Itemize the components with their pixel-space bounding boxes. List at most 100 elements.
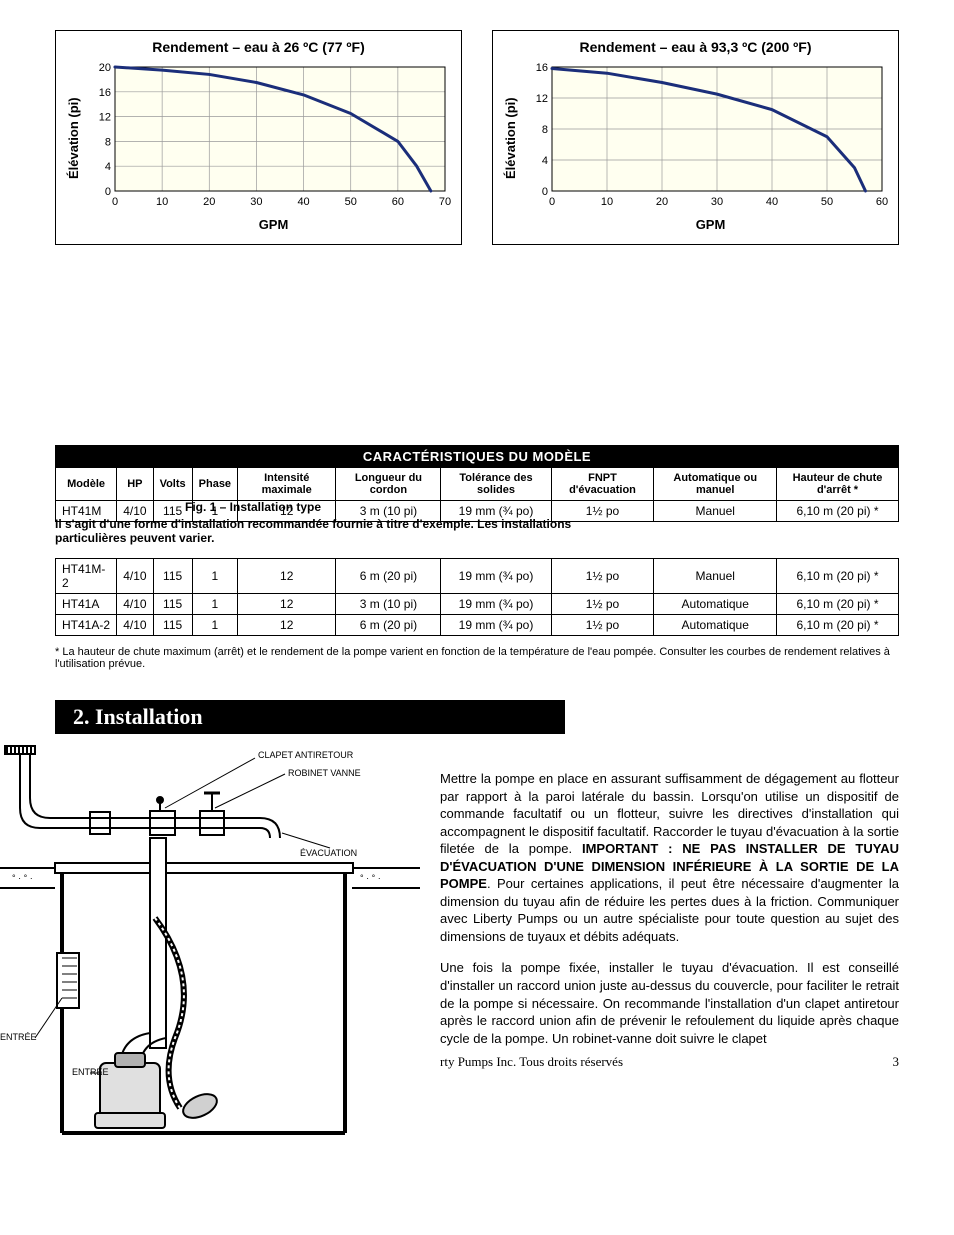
table-cell: 12: [238, 615, 336, 636]
installation-banner: 2. Installation: [55, 700, 565, 734]
svg-text:0: 0: [549, 196, 555, 208]
svg-text:8: 8: [105, 136, 111, 148]
table-row: HT41A4/101151123 m (10 pi)19 mm (¾ po)1½…: [56, 594, 899, 615]
table-cell: 12: [238, 501, 336, 522]
installation-diagram: ° · ° · ° · ° ·: [0, 738, 420, 1143]
col-header: Tolérance des solides: [441, 468, 551, 501]
table-cell: 19 mm (¾ po): [441, 615, 551, 636]
table-cell: 19 mm (¾ po): [441, 594, 551, 615]
col-header: Intensité maximale: [238, 468, 336, 501]
col-header: Hauteur de chute d'arrêt *: [777, 468, 899, 501]
installation-text: Mettre la pompe en place en assurant suf…: [440, 738, 899, 1143]
table-cell: Manuel: [654, 501, 777, 522]
svg-text:20: 20: [656, 196, 668, 208]
col-header: Modèle: [56, 468, 117, 501]
y-axis-label: Élévation (pi): [503, 63, 518, 213]
table-title: CARACTÉRISTIQUES DU MODÈLE: [56, 446, 899, 468]
chart-right-plot: 01020304050600481216: [522, 63, 888, 213]
table-header-row: Modèle HP Volts Phase Intensité maximale…: [56, 468, 899, 501]
table-row: HT41M-24/101151126 m (20 pi)19 mm (¾ po)…: [56, 559, 899, 594]
chart-title: Rendement – eau à 26 ºC (77 ºF): [66, 39, 451, 55]
table-cell: 6 m (20 pi): [336, 615, 441, 636]
table-cell: 1½ po: [551, 594, 654, 615]
table-cell: 6,10 m (20 pi) *: [777, 615, 899, 636]
table-gap-row: [56, 522, 899, 559]
svg-text:4: 4: [542, 155, 548, 167]
diagram-label: ENTRÉE: [0, 1032, 37, 1042]
install-para2: Une fois la pompe fixée, installer le tu…: [440, 959, 899, 1047]
table-cell: 4/10: [117, 594, 153, 615]
table-cell: 1: [192, 501, 237, 522]
table-cell: 4/10: [117, 615, 153, 636]
installation-row: ° · ° · ° · ° ·: [0, 738, 899, 1143]
svg-text:° · ° ·: ° · ° ·: [360, 873, 381, 883]
table-cell: Manuel: [654, 559, 777, 594]
svg-text:20: 20: [203, 196, 215, 208]
svg-text:70: 70: [439, 196, 451, 208]
table-row: HT41A-24/101151126 m (20 pi)19 mm (¾ po)…: [56, 615, 899, 636]
svg-text:60: 60: [876, 196, 888, 208]
svg-text:50: 50: [821, 196, 833, 208]
table-cell: Automatique: [654, 615, 777, 636]
table-cell: 19 mm (¾ po): [441, 559, 551, 594]
chart-left-plot: 010203040506070048121620: [85, 63, 451, 213]
table-cell: 4/10: [117, 559, 153, 594]
table-cell: 115: [153, 615, 192, 636]
charts-row: Rendement – eau à 26 ºC (77 ºF) Élévatio…: [55, 30, 899, 245]
svg-text:40: 40: [297, 196, 309, 208]
svg-text:° · ° ·: ° · ° ·: [12, 873, 33, 883]
svg-text:50: 50: [345, 196, 357, 208]
table-cell: 1: [192, 559, 237, 594]
table-cell: 115: [153, 559, 192, 594]
table-cell: 1½ po: [551, 559, 654, 594]
table-cell: 115: [153, 501, 192, 522]
table-cell: 6,10 m (20 pi) *: [777, 594, 899, 615]
diagram-label: ÉVACUATION: [300, 848, 357, 858]
table-cell: 3 m (10 pi): [336, 501, 441, 522]
svg-text:10: 10: [601, 196, 613, 208]
svg-text:4: 4: [105, 161, 111, 173]
svg-text:0: 0: [105, 186, 111, 198]
table-cell: 1½ po: [551, 615, 654, 636]
spec-table: CARACTÉRISTIQUES DU MODÈLE Modèle HP Vol…: [55, 445, 899, 636]
chart-right: Rendement – eau à 93,3 ºC (200 ºF) Éléva…: [492, 30, 899, 245]
table-cell: Automatique: [654, 594, 777, 615]
table-cell: 1: [192, 615, 237, 636]
table-cell: 12: [238, 594, 336, 615]
page: Rendement – eau à 26 ºC (77 ºF) Élévatio…: [0, 0, 954, 1143]
svg-text:40: 40: [766, 196, 778, 208]
table-cell: 6,10 m (20 pi) *: [777, 559, 899, 594]
col-header: FNPT d'évacuation: [551, 468, 654, 501]
svg-text:16: 16: [536, 63, 548, 74]
table-cell: HT41M-2: [56, 559, 117, 594]
svg-text:60: 60: [392, 196, 404, 208]
footer-page-number: 3: [893, 1053, 900, 1071]
col-header: Automatique ou manuel: [654, 468, 777, 501]
table-cell: 115: [153, 594, 192, 615]
col-header: Longueur du cordon: [336, 468, 441, 501]
y-axis-label: Élévation (pi): [66, 63, 81, 213]
svg-text:12: 12: [99, 112, 111, 124]
table-cell: HT41M: [56, 501, 117, 522]
footnote: * La hauteur de chute maximum (arrêt) et…: [55, 646, 899, 670]
table-cell: HT41A-2: [56, 615, 117, 636]
table-cell: 3 m (10 pi): [336, 594, 441, 615]
table-cell: HT41A: [56, 594, 117, 615]
table-row: HT41M4/101151123 m (10 pi)19 mm (¾ po)1½…: [56, 501, 899, 522]
svg-text:8: 8: [542, 124, 548, 136]
svg-text:0: 0: [542, 186, 548, 198]
svg-text:10: 10: [156, 196, 168, 208]
diagram-label: CLAPET ANTIRETOUR: [258, 750, 354, 760]
col-header: Phase: [192, 468, 237, 501]
diagram-label: ROBINET VANNE: [288, 768, 361, 778]
col-header: HP: [117, 468, 153, 501]
diagram-label: ENTRÉE: [72, 1067, 109, 1077]
svg-text:12: 12: [536, 93, 548, 105]
table-cell: 1: [192, 594, 237, 615]
table-cell: 12: [238, 559, 336, 594]
x-axis-label: GPM: [96, 217, 451, 232]
svg-text:20: 20: [99, 63, 111, 74]
x-axis-label: GPM: [533, 217, 888, 232]
table-cell: 6,10 m (20 pi) *: [777, 501, 899, 522]
table-cell: 4/10: [117, 501, 153, 522]
